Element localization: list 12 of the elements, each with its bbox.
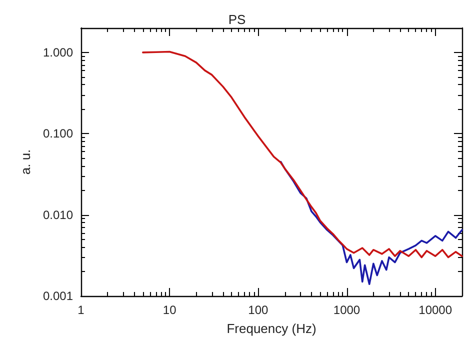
chart-title: PS <box>228 12 246 27</box>
x-tick-label: 100 <box>248 303 268 317</box>
x-axis-title: Frequency (Hz) <box>226 321 316 336</box>
x-tick-label: 1 <box>78 303 85 317</box>
y-axis-title: a. u. <box>18 149 34 175</box>
y-tick-label: 0.010 <box>42 208 74 222</box>
y-tick-label: 0.100 <box>42 126 74 141</box>
x-tick-label: 10 <box>162 303 177 317</box>
y-tick-label: 1.000 <box>42 45 74 60</box>
y-tick-label: 0.001 <box>42 289 74 303</box>
x-tick-label: 10000 <box>418 303 452 317</box>
x-tick-label: 1000 <box>333 303 360 317</box>
